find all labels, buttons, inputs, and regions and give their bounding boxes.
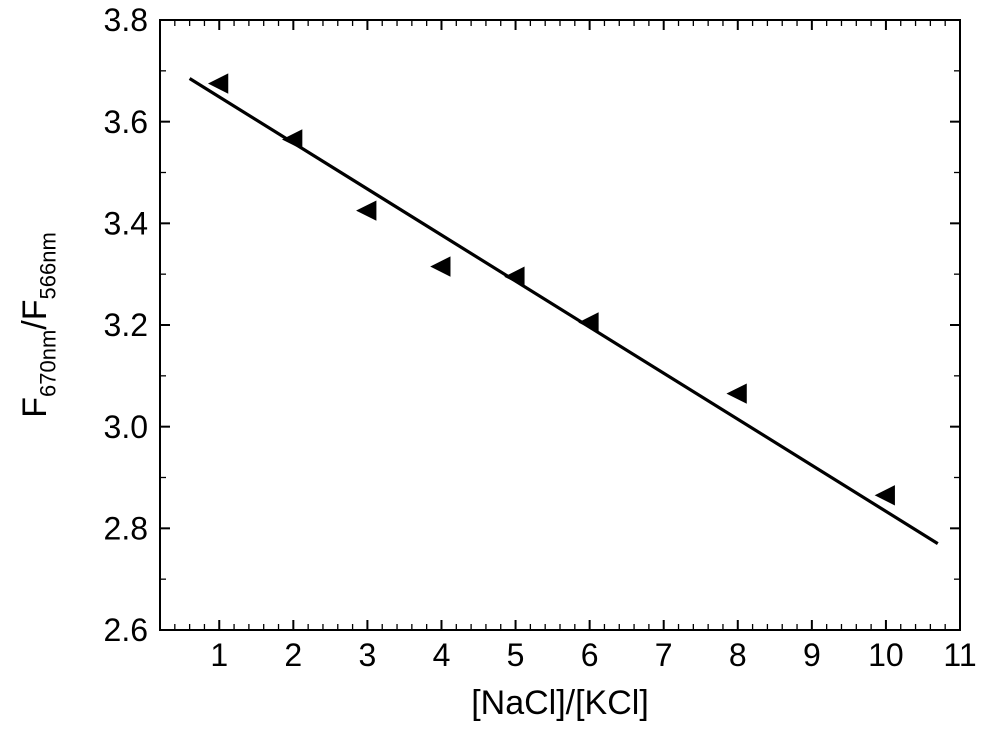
y-tick-label: 3.0 xyxy=(104,409,148,445)
x-tick-label: 1 xyxy=(210,637,228,673)
x-tick-label: 3 xyxy=(359,637,377,673)
y-tick-label: 2.6 xyxy=(104,612,148,648)
x-tick-label: 2 xyxy=(284,637,302,673)
x-tick-label: 9 xyxy=(803,637,821,673)
x-tick-label: 6 xyxy=(581,637,599,673)
scatter-chart: 1 2 3 4 5 6 7 8 9 10 11 2.6 2.8 3.0 3.2 3.4 3.6 3.8 [NaCl]… xyxy=(0,0,1000,736)
x-tick-label: 11 xyxy=(943,637,976,673)
y-tick-label: 3.8 xyxy=(104,2,148,38)
y-tick-label: 3.4 xyxy=(104,206,148,242)
chart-container: 1 2 3 4 5 6 7 8 9 10 11 2.6 2.8 3.0 3.2 3.4 3.6 3.8 [NaCl]… xyxy=(0,0,1000,736)
x-axis-title: [NaCl]/[KCl] xyxy=(471,684,649,722)
x-tick-label: 8 xyxy=(729,637,747,673)
x-tick-label: 4 xyxy=(433,637,451,673)
y-tick-label: 2.8 xyxy=(104,511,148,547)
x-tick-label: 10 xyxy=(868,637,904,673)
chart-background xyxy=(0,0,1000,736)
x-tick-label: 7 xyxy=(655,637,673,673)
x-tick-label: 5 xyxy=(507,637,525,673)
y-tick-label: 3.2 xyxy=(104,307,148,343)
y-tick-label: 3.6 xyxy=(104,104,148,140)
